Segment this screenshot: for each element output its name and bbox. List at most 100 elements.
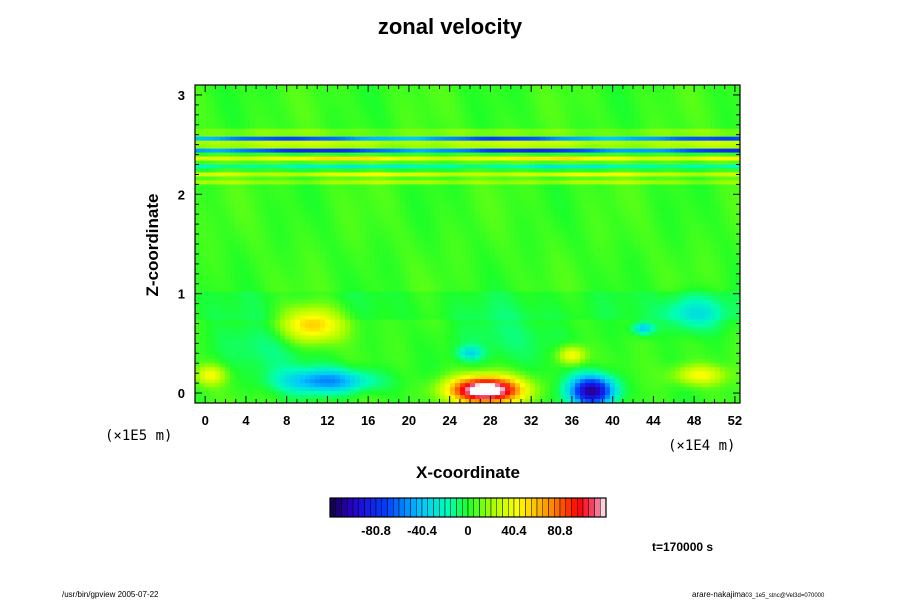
heatmap-cell — [425, 200, 431, 205]
heatmap-cell — [375, 204, 381, 209]
heatmap-cell — [260, 224, 266, 229]
heatmap-cell — [285, 247, 291, 253]
heatmap-cell — [470, 112, 476, 118]
heatmap-cell — [260, 371, 266, 376]
heatmap-cell — [420, 100, 426, 106]
heatmap-cell — [260, 247, 266, 253]
heatmap-cell — [205, 88, 211, 94]
heatmap-cell — [380, 85, 386, 90]
heatmap-cell — [490, 335, 496, 341]
heatmap-cell — [195, 136, 201, 142]
heatmap-cell — [420, 291, 426, 297]
heatmap-cell — [390, 144, 396, 150]
heatmap-cell — [390, 351, 396, 356]
heatmap-cell — [450, 267, 456, 273]
heatmap-cell — [290, 85, 296, 90]
heatmap-cell — [475, 180, 481, 185]
heatmap-cell — [410, 120, 416, 126]
heatmap-cell — [240, 104, 246, 110]
heatmap-cell — [335, 327, 341, 333]
heatmap-cell — [335, 351, 341, 356]
heatmap-cell — [430, 275, 436, 281]
heatmap-cell — [485, 323, 491, 329]
heatmap-cell — [230, 327, 236, 333]
heatmap-cell — [195, 244, 201, 249]
heatmap-cell — [240, 160, 246, 166]
heatmap-cell — [350, 212, 356, 217]
heatmap-cell — [385, 379, 391, 384]
heatmap-cell — [255, 168, 261, 174]
heatmap-cell — [465, 88, 471, 94]
heatmap-cell — [215, 251, 221, 257]
heatmap-cell — [495, 283, 501, 289]
heatmap-cell — [245, 399, 251, 403]
heatmap-cell — [370, 307, 376, 313]
heatmap-cell — [340, 323, 346, 329]
heatmap-cell — [285, 355, 291, 360]
heatmap-cell — [280, 275, 286, 281]
heatmap-cell — [210, 96, 216, 102]
heatmap-cell — [355, 172, 361, 178]
heatmap-cell — [400, 112, 406, 118]
heatmap-cell — [330, 136, 336, 142]
heatmap-cell — [240, 128, 246, 134]
heatmap-cell — [470, 371, 476, 376]
heatmap-cell — [275, 116, 281, 122]
heatmap-cell — [355, 351, 361, 356]
heatmap-cell — [265, 295, 271, 301]
heatmap-cell — [430, 128, 436, 134]
heatmap-cell — [260, 251, 266, 257]
heatmap-cell — [300, 311, 306, 317]
heatmap-cell — [440, 367, 446, 372]
heatmap-cell — [430, 192, 436, 197]
heatmap-cell — [230, 120, 236, 126]
heatmap-cell — [340, 371, 346, 376]
heatmap-cell — [495, 247, 501, 253]
heatmap-cell — [480, 291, 486, 297]
heatmap-cell — [500, 120, 506, 126]
heatmap-cell — [220, 399, 226, 403]
heatmap-cell — [265, 112, 271, 118]
heatmap-cell — [480, 387, 486, 392]
heatmap-cell — [255, 367, 261, 372]
heatmap-cell — [460, 375, 466, 380]
heatmap-cell — [385, 228, 391, 233]
heatmap-cell — [280, 359, 286, 364]
heatmap-cell — [255, 283, 261, 289]
heatmap-cell — [360, 295, 366, 301]
heatmap-cell — [255, 279, 261, 285]
heatmap-cell — [240, 112, 246, 118]
heatmap-cell — [415, 92, 421, 98]
heatmap-cell — [465, 335, 471, 341]
heatmap-cell — [475, 307, 481, 313]
heatmap-cell — [350, 283, 356, 289]
heatmap-cell — [425, 176, 431, 182]
heatmap-cell — [370, 395, 376, 400]
heatmap-cell — [295, 319, 301, 325]
heatmap-cell — [215, 156, 221, 162]
heatmap-cell — [295, 283, 301, 289]
heatmap-cell — [315, 299, 321, 305]
heatmap-cell — [440, 120, 446, 126]
heatmap-cell — [220, 116, 226, 122]
heatmap-cell — [485, 247, 491, 253]
heatmap-cell — [230, 156, 236, 162]
heatmap-cell — [220, 375, 226, 380]
heatmap-cell — [485, 291, 491, 297]
heatmap-cell — [465, 112, 471, 118]
heatmap-cell — [435, 391, 441, 396]
heatmap-cell — [480, 263, 486, 269]
heatmap-cell — [485, 152, 491, 158]
heatmap-cell — [200, 208, 206, 213]
heatmap-cell — [450, 315, 456, 321]
heatmap-cell — [305, 363, 311, 368]
heatmap-cell — [445, 180, 451, 185]
heatmap-cell — [480, 124, 486, 130]
heatmap-cell — [405, 375, 411, 380]
heatmap-cell — [370, 236, 376, 241]
heatmap-cell — [460, 160, 466, 166]
heatmap-cell — [320, 363, 326, 368]
heatmap-cell — [380, 251, 386, 257]
heatmap-cell — [280, 124, 286, 130]
heatmap-cell — [250, 379, 256, 384]
